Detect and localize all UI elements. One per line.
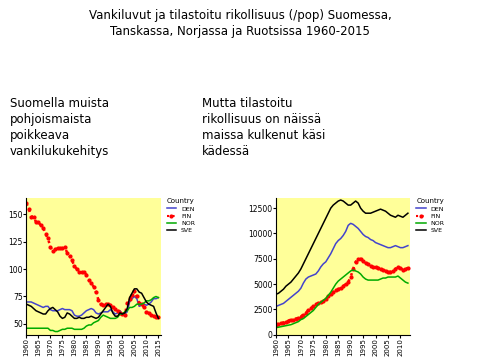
Text: Suomella muista
pohjoismaista
poikkeava
vankilukukehitys: Suomella muista pohjoismaista poikkeava … bbox=[10, 97, 109, 158]
Legend: DEN, FIN, NOR, SVE: DEN, FIN, NOR, SVE bbox=[167, 198, 195, 233]
Legend: DEN, FIN, NOR, SVE: DEN, FIN, NOR, SVE bbox=[416, 198, 444, 233]
Text: Vankiluvut ja tilastoitu rikollisuus (/pop) Suomessa,
Tanskassa, Norjassa ja Ruo: Vankiluvut ja tilastoitu rikollisuus (/p… bbox=[89, 9, 391, 38]
Text: Mutta tilastoitu
rikollisuus on näissä
maissa kulkenut käsi
kädessä: Mutta tilastoitu rikollisuus on näissä m… bbox=[202, 97, 325, 158]
